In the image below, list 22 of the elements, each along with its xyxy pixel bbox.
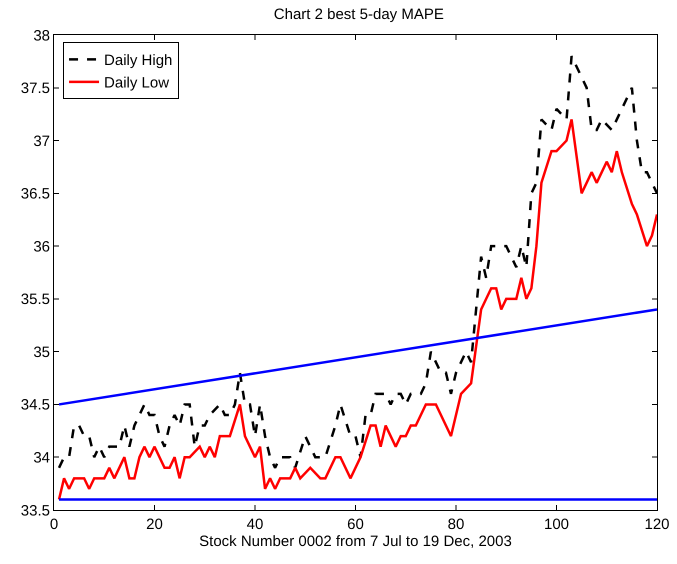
x-tick-label: 60 [347, 516, 364, 533]
x-tick-label: 0 [50, 516, 58, 533]
y-tick-label: 35 [33, 344, 50, 361]
y-tick-label: 33.5 [20, 502, 50, 520]
x-axis-title: Stock Number 0002 from 7 Jul to 19 Dec, 2003 [199, 533, 512, 550]
x-tick-label: 100 [544, 516, 570, 533]
y-tick-label: 34.5 [20, 396, 50, 414]
y-tick-label: 36 [33, 238, 50, 256]
line-series [58, 118, 657, 501]
legend-label: Daily High [104, 52, 172, 70]
x-tick-label: 80 [448, 516, 464, 533]
x-tick-label: 40 [246, 516, 264, 533]
y-tick-label: 37.5 [20, 80, 50, 98]
legend-label: Daily Low [104, 74, 170, 92]
x-tick-label: 20 [146, 516, 163, 533]
y-tick-label: 35.5 [20, 291, 50, 308]
y-tick-label: 34 [33, 449, 50, 466]
y-tick-label: 38 [33, 27, 50, 44]
y-tick-label: 36.5 [20, 186, 50, 203]
x-tick-label: 120 [644, 516, 670, 533]
y-tick-label: 37 [33, 132, 50, 150]
chart-title: Chart 2 best 5-day MAPE [274, 6, 444, 23]
